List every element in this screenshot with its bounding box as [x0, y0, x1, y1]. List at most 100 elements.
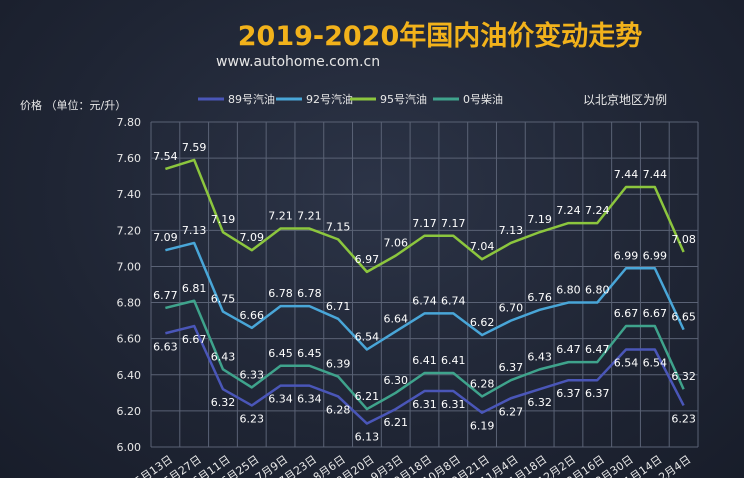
data-label: 6.97 [355, 253, 380, 266]
data-label: 7.09 [240, 231, 265, 244]
data-label: 7.44 [614, 168, 639, 181]
legend-entry: 89号汽油 [228, 92, 275, 106]
legend: 89号汽油 92号汽油 95号汽油 0号柴油 [198, 92, 503, 106]
y-tick-label: 6.20 [117, 405, 142, 418]
data-labels: 6.636.676.326.236.34 6.346.286.136.216.31… [153, 141, 696, 444]
data-label: 6.19 [470, 420, 495, 433]
data-label: 6.43 [527, 350, 552, 363]
data-label: 6.37 [499, 361, 524, 374]
data-label: 7.21 [297, 210, 322, 223]
data-label: 7.08 [671, 233, 696, 246]
data-label: 6.75 [211, 293, 236, 306]
data-label: 6.71 [326, 300, 351, 313]
data-label: 6.47 [585, 343, 610, 356]
data-label: 6.23 [671, 412, 696, 425]
data-label: 6.65 [671, 311, 696, 324]
data-label: 6.99 [614, 249, 639, 262]
data-label: 6.67 [182, 333, 207, 346]
data-label: 7.13 [182, 224, 207, 237]
data-label: 7.17 [412, 217, 437, 230]
data-label: 6.66 [240, 309, 265, 322]
data-label: 6.78 [268, 287, 293, 300]
y-tick-label: 6.00 [117, 441, 142, 454]
y-tick-label: 7.00 [117, 260, 142, 273]
data-label: 7.04 [470, 240, 495, 253]
data-label: 6.62 [470, 316, 495, 329]
data-label: 7.24 [556, 204, 581, 217]
data-label: 7.59 [182, 141, 207, 154]
data-label: 6.32 [671, 370, 696, 383]
data-label: 7.21 [268, 210, 293, 223]
data-label: 6.81 [182, 282, 207, 295]
x-axis-ticks: 5月13日5月27日6月11日6月25日7月9日7月23日8月6日8月20日9月… [132, 453, 693, 478]
data-label: 6.32 [527, 396, 552, 409]
series-lines [165, 158, 685, 425]
data-label: 6.74 [441, 294, 466, 307]
data-label: 6.64 [383, 312, 408, 325]
data-label: 6.41 [441, 354, 466, 367]
chart-title: 2019-2020年国内油价变动走势 [238, 20, 643, 52]
y-tick-label: 6.40 [117, 369, 142, 382]
region-note: 以北京地区为例 [583, 93, 667, 107]
data-label: 6.54 [355, 331, 380, 344]
data-label: 7.09 [153, 231, 178, 244]
data-label: 7.54 [153, 150, 178, 163]
data-label: 6.41 [412, 354, 437, 367]
legend-entry: 0号柴油 [463, 92, 503, 106]
data-label: 6.76 [527, 291, 552, 304]
x-tick-label: 2月4日 [656, 453, 693, 478]
data-label: 6.80 [585, 284, 610, 297]
data-label: 7.06 [383, 237, 408, 250]
y-tick-label: 6.80 [117, 297, 142, 310]
legend-entry: 92号汽油 [306, 92, 353, 106]
y-tick-label: 6.60 [117, 333, 142, 346]
data-label: 6.63 [153, 340, 178, 353]
data-label: 7.17 [441, 217, 466, 230]
data-label: 6.43 [211, 350, 236, 363]
data-label: 6.77 [153, 289, 178, 302]
data-label: 6.80 [556, 284, 581, 297]
data-label: 6.67 [643, 307, 668, 320]
data-label: 7.15 [326, 220, 351, 233]
grid [150, 121, 699, 448]
data-label: 7.19 [211, 213, 236, 226]
data-label: 6.54 [614, 357, 639, 370]
y-tick-label: 7.80 [117, 116, 142, 129]
data-label: 7.19 [527, 213, 552, 226]
data-label: 6.21 [383, 416, 408, 429]
data-label: 6.31 [412, 398, 437, 411]
data-label: 6.28 [326, 403, 351, 416]
data-label: 6.45 [297, 347, 322, 360]
y-axis-ticks: 6.00 6.20 6.40 6.60 6.80 7.00 7.20 7.40 7.60 7.80 [117, 116, 142, 454]
y-axis-label: 价格 （单位：元/升） [20, 98, 126, 112]
data-label: 6.54 [643, 357, 668, 370]
data-label: 6.30 [383, 374, 408, 387]
data-label: 6.47 [556, 343, 581, 356]
data-label: 7.44 [643, 168, 668, 181]
data-label: 6.70 [499, 302, 524, 315]
data-label: 6.45 [268, 347, 293, 360]
data-label: 6.23 [240, 412, 265, 425]
data-label: 6.37 [585, 387, 610, 400]
chart-subtitle: www.autohome.com.cn [216, 54, 380, 70]
data-label: 6.34 [297, 393, 322, 406]
data-label: 6.21 [355, 390, 380, 403]
y-tick-label: 7.60 [117, 152, 142, 165]
data-label: 6.31 [441, 398, 466, 411]
data-label: 6.39 [326, 358, 351, 371]
y-tick-label: 7.20 [117, 224, 142, 237]
y-tick-label: 7.40 [117, 188, 142, 201]
data-label: 6.99 [643, 249, 668, 262]
legend-entry: 95号汽油 [380, 92, 427, 106]
data-label: 6.13 [355, 431, 380, 444]
data-label: 6.33 [240, 368, 265, 381]
data-label: 6.27 [499, 405, 524, 418]
data-label: 6.74 [412, 294, 437, 307]
data-label: 6.78 [297, 287, 322, 300]
data-label: 6.34 [268, 393, 293, 406]
data-label: 6.67 [614, 307, 639, 320]
data-label: 6.28 [470, 377, 495, 390]
data-label: 7.24 [585, 204, 610, 217]
data-label: 7.13 [499, 224, 524, 237]
